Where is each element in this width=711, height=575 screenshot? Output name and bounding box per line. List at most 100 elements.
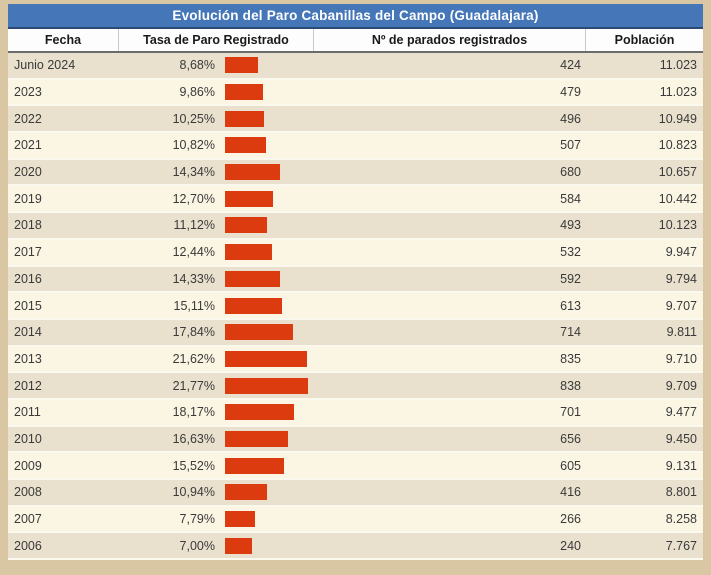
table-row: 2006 7,00% 240 7.767 bbox=[8, 533, 703, 561]
tasa-bar bbox=[225, 164, 280, 181]
tasa-cell: 9,86% bbox=[118, 84, 313, 101]
poblacion-cell: 9.794 bbox=[665, 271, 697, 286]
tasa-value: 21,77% bbox=[172, 378, 215, 393]
poblacion-cell: 7.767 bbox=[665, 538, 697, 553]
tasa-bar bbox=[225, 57, 258, 74]
tasa-value: 14,34% bbox=[172, 165, 215, 180]
parados-cell: 680 bbox=[560, 165, 581, 180]
poblacion-cell: 10.123 bbox=[658, 218, 697, 233]
tasa-cell: 8,68% bbox=[118, 57, 313, 74]
table-row: 2020 14,34% 680 10.657 bbox=[8, 159, 703, 187]
unemployment-table: Evolución del Paro Cabanillas del Campo … bbox=[8, 4, 703, 561]
parados-cell: 613 bbox=[560, 298, 581, 313]
fecha-cell: 2020 bbox=[14, 165, 42, 180]
table-row: 2016 14,33% 592 9.794 bbox=[8, 266, 703, 294]
tasa-cell: 12,44% bbox=[118, 244, 313, 261]
tasa-bar bbox=[225, 297, 283, 314]
tasa-bar bbox=[225, 350, 308, 367]
fecha-cell: 2007 bbox=[14, 512, 42, 527]
tasa-cell: 7,79% bbox=[118, 511, 313, 528]
parados-cell: 656 bbox=[560, 431, 581, 446]
table-row: 2008 10,94% 416 8.801 bbox=[8, 480, 703, 507]
tasa-bar bbox=[225, 244, 273, 261]
tasa-value: 18,17% bbox=[172, 405, 215, 420]
table-row: 2017 12,44% 532 9.947 bbox=[8, 239, 703, 267]
fecha-cell: 2012 bbox=[14, 378, 42, 393]
tasa-value: 16,63% bbox=[172, 431, 215, 446]
poblacion-cell: 8.801 bbox=[665, 485, 697, 500]
tasa-cell: 10,82% bbox=[118, 137, 313, 154]
parados-cell: 714 bbox=[560, 325, 581, 340]
parados-cell: 496 bbox=[560, 111, 581, 126]
poblacion-cell: 9.947 bbox=[665, 245, 697, 260]
poblacion-cell: 9.710 bbox=[665, 351, 697, 366]
tasa-bar bbox=[225, 217, 268, 234]
parados-cell: 592 bbox=[560, 271, 581, 286]
column-header-tasa: Tasa de Paro Registrado bbox=[118, 29, 313, 51]
fecha-cell: Junio 2024 bbox=[14, 58, 76, 73]
parados-cell: 605 bbox=[560, 458, 581, 473]
tasa-cell: 10,25% bbox=[118, 110, 313, 127]
tasa-bar bbox=[225, 457, 284, 474]
tasa-value: 9,86% bbox=[179, 85, 215, 100]
table-row: 2007 7,79% 266 8.258 bbox=[8, 506, 703, 534]
column-header-poblacion: Población bbox=[585, 29, 703, 51]
tasa-cell: 15,52% bbox=[118, 457, 313, 474]
tasa-bar bbox=[225, 270, 280, 287]
tasa-value: 7,00% bbox=[179, 538, 215, 553]
poblacion-cell: 9.707 bbox=[665, 298, 697, 313]
poblacion-cell: 10.657 bbox=[658, 165, 697, 180]
table-row: 2023 9,86% 479 11.023 bbox=[8, 79, 703, 107]
tasa-value: 12,70% bbox=[172, 191, 215, 206]
table-row: 2010 16,63% 656 9.450 bbox=[8, 426, 703, 454]
poblacion-cell: 11.023 bbox=[659, 58, 697, 73]
fecha-cell: 2016 bbox=[14, 271, 42, 286]
parados-cell: 701 bbox=[560, 405, 581, 420]
table-row: 2018 11,12% 493 10.123 bbox=[8, 213, 703, 240]
table-row: 2014 17,84% 714 9.811 bbox=[8, 319, 703, 347]
poblacion-cell: 10.442 bbox=[658, 191, 697, 206]
poblacion-cell: 9.450 bbox=[665, 431, 697, 446]
tasa-cell: 14,33% bbox=[118, 270, 313, 287]
tasa-cell: 10,94% bbox=[118, 484, 313, 501]
fecha-cell: 2009 bbox=[14, 458, 42, 473]
tasa-bar bbox=[225, 377, 308, 394]
parados-cell: 266 bbox=[560, 512, 581, 527]
fecha-cell: 2011 bbox=[14, 405, 41, 420]
fecha-cell: 2010 bbox=[14, 431, 42, 446]
poblacion-cell: 9.811 bbox=[666, 325, 697, 340]
fecha-cell: 2022 bbox=[14, 111, 42, 126]
column-header-parados: Nº de parados registrados bbox=[313, 29, 585, 51]
tasa-value: 10,25% bbox=[172, 111, 215, 126]
tasa-bar bbox=[225, 537, 252, 554]
fecha-cell: 2019 bbox=[14, 191, 42, 206]
table-row: 2012 21,77% 838 9.709 bbox=[8, 373, 703, 400]
tasa-bar bbox=[225, 190, 274, 207]
header-row: Fecha Tasa de Paro Registrado Nº de para… bbox=[8, 29, 703, 53]
poblacion-cell: 11.023 bbox=[659, 85, 697, 100]
poblacion-cell: 10.949 bbox=[658, 111, 697, 126]
table-title: Evolución del Paro Cabanillas del Campo … bbox=[8, 4, 703, 29]
tasa-cell: 18,17% bbox=[118, 404, 313, 421]
column-header-fecha: Fecha bbox=[44, 33, 82, 47]
tasa-value: 10,82% bbox=[172, 138, 215, 153]
poblacion-cell: 8.258 bbox=[665, 512, 697, 527]
tasa-cell: 7,00% bbox=[118, 537, 313, 554]
tasa-bar bbox=[225, 137, 267, 154]
fecha-cell: 2006 bbox=[14, 538, 42, 553]
table-row: 2021 10,82% 507 10.823 bbox=[8, 133, 703, 160]
tasa-value: 10,94% bbox=[172, 485, 215, 500]
fecha-cell: 2018 bbox=[14, 218, 42, 233]
tasa-value: 11,12% bbox=[173, 218, 215, 233]
tasa-cell: 14,34% bbox=[118, 164, 313, 181]
table-row: 2011 18,17% 701 9.477 bbox=[8, 399, 703, 427]
tasa-bar bbox=[225, 404, 294, 421]
parados-cell: 532 bbox=[560, 245, 581, 260]
parados-cell: 479 bbox=[560, 85, 581, 100]
table-row: 2022 10,25% 496 10.949 bbox=[8, 106, 703, 134]
tasa-cell: 11,12% bbox=[118, 217, 313, 234]
tasa-bar bbox=[225, 324, 293, 341]
tasa-value: 15,52% bbox=[172, 458, 215, 473]
tasa-value: 7,79% bbox=[179, 512, 215, 527]
